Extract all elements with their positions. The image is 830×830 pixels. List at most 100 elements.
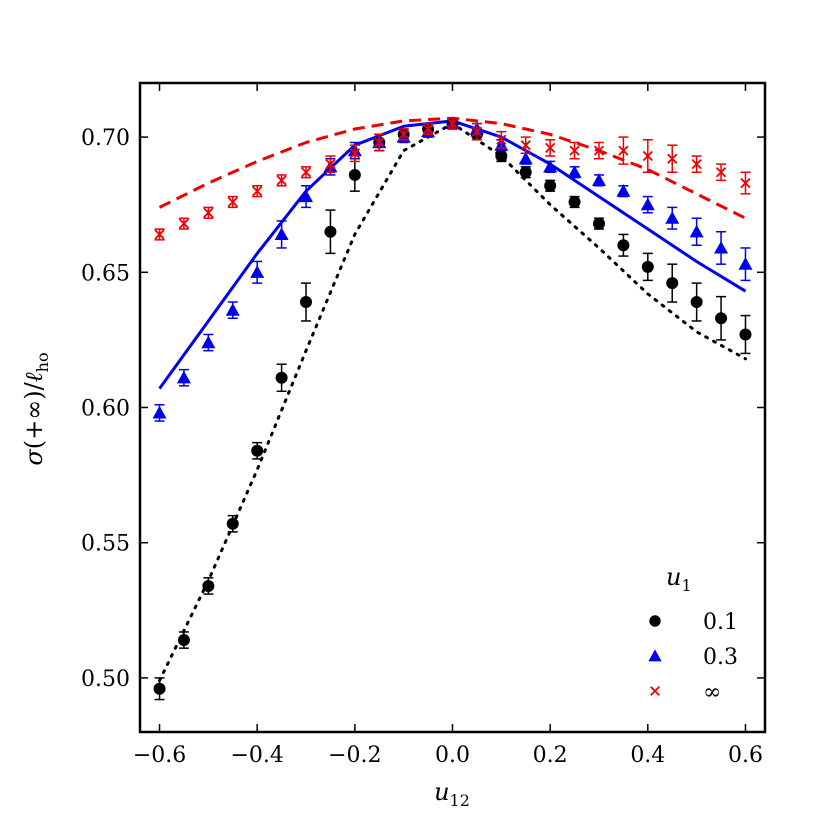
point-x (520, 140, 531, 151)
point-x (667, 153, 678, 164)
point-x (715, 167, 727, 178)
point-circle (544, 179, 557, 192)
data-point (252, 185, 263, 198)
point-x (300, 167, 312, 178)
point-triangle (201, 335, 216, 349)
point-x (545, 142, 556, 154)
curve-solid (158, 119, 747, 390)
data-point (226, 514, 239, 533)
point-circle (251, 444, 264, 457)
y-tick-label: 0.60 (81, 397, 130, 422)
point-x (593, 145, 605, 156)
point-circle (226, 517, 239, 530)
point-triangle (225, 303, 240, 316)
point-circle (300, 296, 313, 309)
point-triangle (665, 211, 680, 224)
point-x (740, 177, 751, 189)
point-triangle (299, 189, 314, 203)
data-point (738, 247, 753, 282)
x-axis-label-base: u (434, 778, 449, 806)
point-x (650, 686, 660, 696)
data-point (740, 171, 751, 195)
x-tick-label: −0.4 (230, 743, 283, 768)
x-tick-label: 0.2 (533, 743, 568, 768)
point-triangle (176, 370, 191, 384)
point-circle (495, 150, 508, 163)
y-axis-label-sigma: σ (20, 449, 48, 466)
y-axis-label-ell: ℓ (20, 372, 48, 382)
point-x (374, 137, 385, 148)
point-triangle (738, 257, 753, 270)
data-point (153, 677, 166, 701)
point-x (349, 148, 360, 159)
y-tick-label: 0.55 (81, 532, 130, 557)
data-point (300, 282, 313, 322)
point-x (154, 229, 165, 240)
point-x (252, 186, 263, 197)
data-point (274, 220, 289, 249)
data-point (203, 206, 214, 219)
x-tick-label: 0.0 (435, 743, 470, 768)
point-triangle (152, 405, 167, 419)
x-axis-label-subscript: 12 (450, 791, 470, 810)
data-point (690, 282, 703, 322)
data-point (300, 166, 312, 179)
data-point (349, 144, 360, 163)
y-axis-label-body: (+∞)/ (20, 381, 48, 449)
data-point (593, 141, 605, 160)
point-triangle (640, 197, 655, 211)
point-circle (666, 277, 679, 290)
data-point (276, 174, 287, 187)
point-circle (519, 166, 532, 179)
y-axis-label: σ(+∞)/ℓho (20, 352, 52, 465)
data-point (202, 577, 215, 595)
data-point (201, 333, 216, 352)
data-point (176, 368, 191, 387)
point-triangle (567, 165, 582, 178)
data-point (251, 441, 264, 460)
data-point (568, 195, 581, 209)
data-point (642, 139, 653, 173)
point-x (227, 196, 238, 208)
y-tick-label: 0.65 (81, 261, 130, 286)
data-point (325, 155, 336, 173)
data-point (324, 209, 337, 255)
point-triangle (616, 184, 631, 197)
data-point (495, 149, 508, 163)
legend-label: 0.3 (703, 645, 738, 670)
point-x (471, 126, 483, 137)
data-point (591, 173, 606, 187)
data-point (640, 195, 655, 214)
data-point (275, 363, 288, 393)
data-point (715, 163, 727, 182)
data-point (667, 144, 678, 173)
point-x (325, 158, 336, 170)
data-point (545, 139, 556, 157)
data-point (225, 301, 240, 320)
x-tick-label: 0.4 (630, 743, 665, 768)
point-circle (715, 312, 728, 325)
data-point (177, 631, 190, 649)
data-point (496, 130, 507, 149)
data-point (519, 166, 532, 179)
point-x (496, 134, 507, 145)
x-tick-label: 0.6 (728, 743, 763, 768)
data-point (348, 157, 361, 192)
data-point (447, 117, 458, 130)
point-circle (690, 296, 703, 309)
x-tick-label: −0.6 (133, 743, 186, 768)
point-triangle (543, 159, 558, 173)
point-circle (177, 634, 190, 647)
point-x (642, 150, 653, 162)
data-point (543, 159, 558, 173)
legend: u1 0.1 0.3 ∞ (648, 563, 738, 705)
point-triangle (648, 649, 662, 662)
data-point (617, 233, 630, 257)
data-point (544, 179, 557, 192)
y-axis-label-subscript: ho (33, 352, 52, 372)
point-x (569, 145, 580, 156)
data-point (520, 136, 531, 155)
data-point (665, 206, 680, 230)
point-x (276, 175, 287, 186)
